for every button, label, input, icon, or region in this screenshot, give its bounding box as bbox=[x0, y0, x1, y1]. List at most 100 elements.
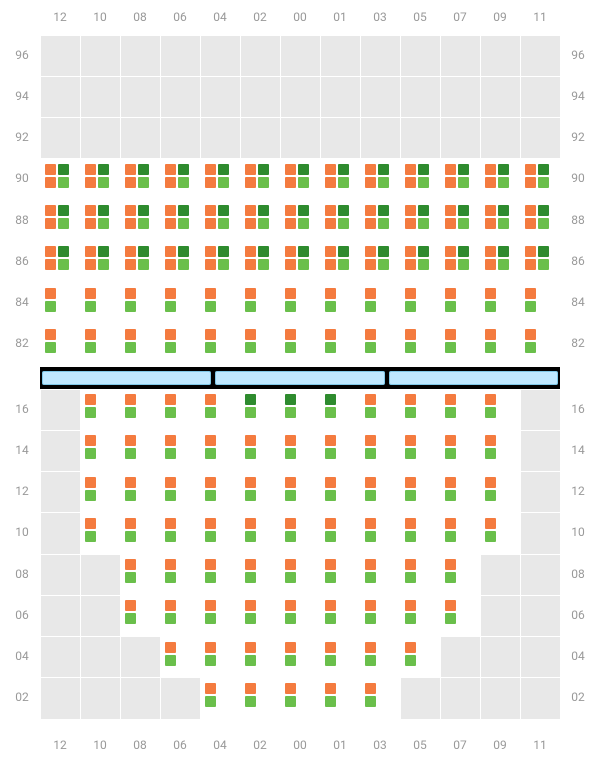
slot-orange bbox=[485, 394, 496, 405]
slot-green bbox=[245, 696, 256, 707]
slot-darkgreen bbox=[325, 394, 336, 405]
slot-green bbox=[325, 342, 336, 353]
slot-green bbox=[285, 301, 296, 312]
slot-green bbox=[218, 218, 229, 229]
slot-orange bbox=[125, 329, 136, 340]
slot-orange bbox=[245, 683, 256, 694]
bottom-col-label: 00 bbox=[280, 738, 320, 752]
slot-green bbox=[178, 177, 189, 188]
slot-orange bbox=[245, 177, 256, 188]
slot-darkgreen bbox=[338, 246, 349, 257]
divider-segment bbox=[215, 371, 384, 385]
slot-darkgreen bbox=[378, 164, 389, 175]
slot-orange bbox=[205, 218, 216, 229]
slot-green bbox=[405, 655, 416, 666]
slot-orange bbox=[85, 164, 96, 175]
slot-orange bbox=[365, 329, 376, 340]
slot-green bbox=[365, 407, 376, 418]
slot-orange bbox=[165, 394, 176, 405]
slot-darkgreen bbox=[138, 164, 149, 175]
slot-green bbox=[405, 613, 416, 624]
upper-row-label-left: 90 bbox=[12, 171, 32, 185]
slot-orange bbox=[125, 177, 136, 188]
slot-green bbox=[58, 218, 69, 229]
slot-orange bbox=[245, 477, 256, 488]
slot-green bbox=[325, 531, 336, 542]
slot-orange bbox=[485, 259, 496, 270]
slot-green bbox=[458, 259, 469, 270]
slot-green bbox=[165, 448, 176, 459]
slot-green bbox=[405, 448, 416, 459]
slot-orange bbox=[205, 435, 216, 446]
slot-orange bbox=[245, 218, 256, 229]
slot-orange bbox=[445, 435, 456, 446]
bottom-col-label: 07 bbox=[440, 738, 480, 752]
slot-orange bbox=[85, 518, 96, 529]
slot-green bbox=[218, 259, 229, 270]
slot-darkgreen bbox=[98, 205, 109, 216]
slot-orange bbox=[285, 683, 296, 694]
slot-green bbox=[365, 448, 376, 459]
divider-segment bbox=[42, 371, 211, 385]
slot-green bbox=[338, 177, 349, 188]
slot-orange bbox=[165, 329, 176, 340]
slot-darkgreen bbox=[498, 164, 509, 175]
slot-orange bbox=[85, 259, 96, 270]
slot-orange bbox=[285, 259, 296, 270]
slot-orange bbox=[45, 177, 56, 188]
slot-green bbox=[405, 407, 416, 418]
slot-orange bbox=[245, 164, 256, 175]
slot-orange bbox=[85, 394, 96, 405]
slot-orange bbox=[125, 600, 136, 611]
slot-green bbox=[85, 490, 96, 501]
slot-darkgreen bbox=[178, 246, 189, 257]
slot-darkgreen bbox=[258, 205, 269, 216]
slot-green bbox=[165, 342, 176, 353]
slot-green bbox=[165, 531, 176, 542]
slot-green bbox=[445, 613, 456, 624]
lower-row-label-right: 06 bbox=[568, 608, 588, 622]
slot-orange bbox=[365, 559, 376, 570]
slot-orange bbox=[485, 477, 496, 488]
slot-orange bbox=[165, 177, 176, 188]
slot-orange bbox=[405, 642, 416, 653]
slot-orange bbox=[245, 259, 256, 270]
slot-darkgreen bbox=[298, 164, 309, 175]
slot-green bbox=[538, 259, 549, 270]
slot-orange bbox=[165, 205, 176, 216]
slot-orange bbox=[205, 246, 216, 257]
lower-row-label-right: 16 bbox=[568, 402, 588, 416]
slot-orange bbox=[85, 218, 96, 229]
slot-orange bbox=[85, 177, 96, 188]
slot-green bbox=[485, 531, 496, 542]
slot-orange bbox=[445, 394, 456, 405]
slot-orange bbox=[125, 518, 136, 529]
bottom-col-label: 04 bbox=[200, 738, 240, 752]
slot-green bbox=[245, 301, 256, 312]
slot-orange bbox=[205, 288, 216, 299]
top-col-label: 11 bbox=[520, 10, 560, 24]
slot-darkgreen bbox=[338, 164, 349, 175]
slot-orange bbox=[165, 435, 176, 446]
lower-row-label-right: 08 bbox=[568, 567, 588, 581]
top-col-label: 02 bbox=[240, 10, 280, 24]
slot-orange bbox=[485, 329, 496, 340]
slot-orange bbox=[365, 477, 376, 488]
slot-orange bbox=[365, 164, 376, 175]
slot-orange bbox=[285, 559, 296, 570]
slot-darkgreen bbox=[218, 205, 229, 216]
slot-green bbox=[498, 218, 509, 229]
slot-green bbox=[365, 301, 376, 312]
bottom-col-label: 09 bbox=[480, 738, 520, 752]
slot-green bbox=[338, 218, 349, 229]
top-col-label: 03 bbox=[360, 10, 400, 24]
slot-orange bbox=[285, 288, 296, 299]
slot-orange bbox=[365, 288, 376, 299]
slot-orange bbox=[205, 518, 216, 529]
slot-orange bbox=[85, 288, 96, 299]
slot-darkgreen bbox=[498, 205, 509, 216]
slot-green bbox=[165, 407, 176, 418]
slot-green bbox=[85, 342, 96, 353]
lower-row-label-left: 10 bbox=[12, 525, 32, 539]
slot-orange bbox=[205, 600, 216, 611]
